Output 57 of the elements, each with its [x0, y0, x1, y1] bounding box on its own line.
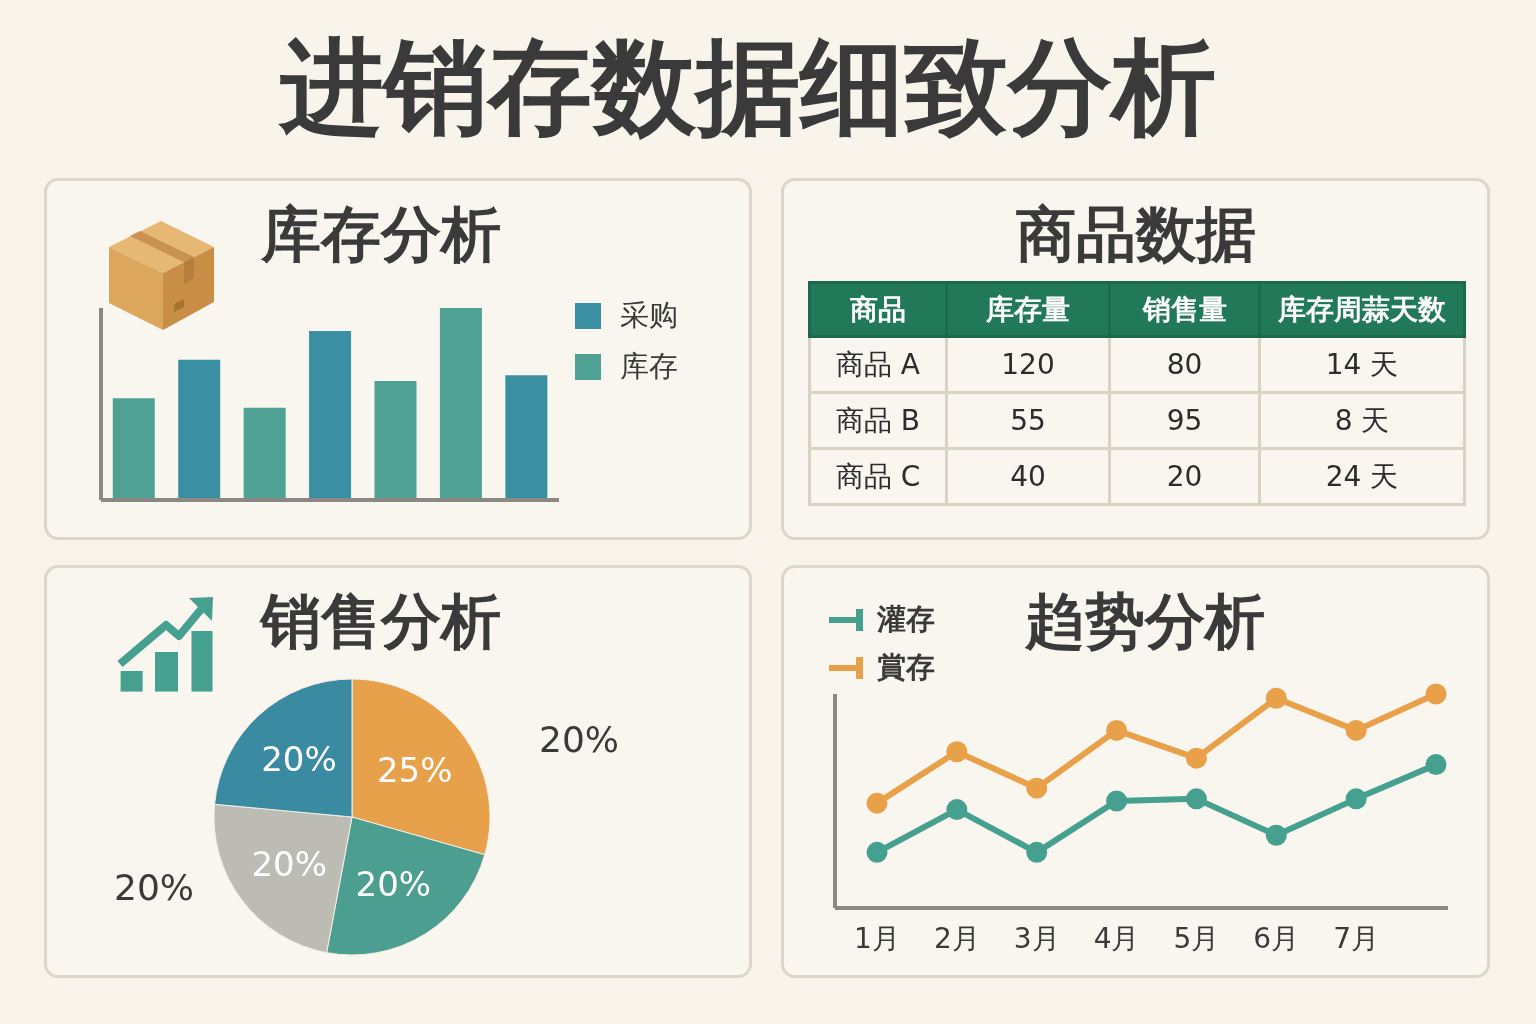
point — [946, 741, 968, 763]
point — [1185, 788, 1207, 810]
chart-title: 趋势分析 — [1025, 586, 1265, 656]
chart-title: 库存分析 — [261, 199, 501, 269]
legend-label: 采购 — [620, 297, 678, 334]
data-label: 20% — [251, 844, 328, 885]
text: 销售量 — [1109, 282, 1260, 337]
data-label: 20% — [261, 738, 337, 779]
text: 商品数据 — [1014, 199, 1257, 269]
x-tick-label: 5月 — [1173, 921, 1220, 955]
text: 20% — [539, 718, 620, 762]
point — [1026, 841, 1048, 863]
point — [1265, 824, 1287, 846]
data-label: 95 — [1109, 392, 1260, 449]
point — [1106, 790, 1128, 812]
point — [1026, 777, 1048, 799]
data-label: 120 — [946, 336, 1110, 393]
bar — [178, 359, 221, 500]
chart-title: 销售分析 — [261, 586, 501, 656]
data-label: 20% — [355, 863, 432, 904]
legend-label: 灌存 — [877, 601, 935, 638]
bar — [112, 398, 155, 500]
data-label: 55 — [946, 392, 1110, 449]
bar — [505, 375, 548, 500]
point — [1425, 683, 1447, 705]
point — [866, 792, 888, 814]
text: 商品 — [809, 282, 947, 337]
data-label: 40 — [946, 448, 1110, 505]
x-tick-label: 3月 — [1013, 921, 1060, 955]
point — [946, 799, 968, 821]
data-label: 20 — [1109, 448, 1260, 505]
bar — [309, 331, 352, 500]
point — [1265, 687, 1287, 709]
series-label: 库存量 — [946, 282, 1110, 337]
x-tick-label: 7月 — [1333, 921, 1380, 955]
bar — [374, 380, 417, 500]
x-tick-label: 4月 — [1093, 921, 1140, 955]
text: 20% — [114, 866, 195, 910]
point — [1345, 719, 1367, 741]
point — [1185, 747, 1207, 769]
point — [1425, 754, 1447, 776]
data-label: 80 — [1109, 336, 1260, 393]
category-label: 商品 C — [809, 448, 947, 505]
text: 进销存数据细致分析 — [277, 26, 1217, 148]
category-label: 商品 B — [809, 392, 947, 449]
point — [1345, 788, 1367, 810]
data-label: 25% — [376, 749, 453, 790]
legend-label: 賞存 — [877, 649, 935, 686]
legend-label: 库存 — [620, 348, 678, 385]
x-tick-label: 2月 — [933, 921, 980, 955]
point — [1106, 719, 1128, 741]
x-tick-label: 6月 — [1253, 921, 1300, 955]
bar — [439, 308, 482, 500]
category-label: 商品 A — [809, 336, 947, 393]
point — [866, 841, 888, 863]
bar — [243, 407, 286, 500]
x-tick-label: 1月 — [854, 921, 900, 955]
